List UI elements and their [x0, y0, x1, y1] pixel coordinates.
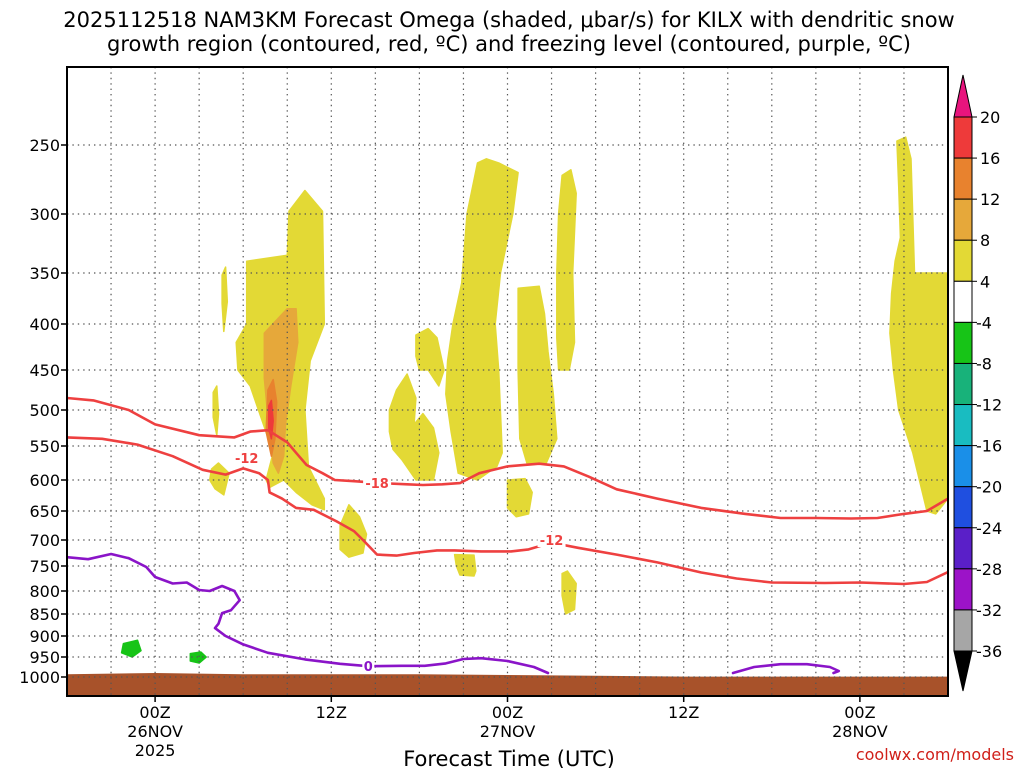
- omega-region: [221, 266, 229, 333]
- contour-label: 0: [364, 660, 373, 675]
- omega-region: [453, 553, 477, 577]
- colorbar-over-arrow: [953, 74, 973, 118]
- colorbar-label: -36: [976, 642, 1002, 661]
- x-tick-label: 28NOV: [832, 722, 888, 741]
- y-axis-ticks: 250 300 350 400 450 500 550 600 650 700 750 800 850 9…: [19, 136, 67, 687]
- contour-lines: [67, 396, 948, 675]
- x-tick-label: 26NOV: [127, 722, 183, 741]
- y-tick-label: 550: [29, 437, 60, 456]
- omega-region: [208, 462, 230, 496]
- omega-region: [267, 399, 274, 440]
- contour-label: -12: [540, 534, 564, 549]
- y-tick-label: 600: [29, 471, 60, 490]
- y-tick-label: 850: [29, 605, 60, 624]
- colorbar-bin: [953, 445, 973, 488]
- colorbar-bin: [953, 609, 973, 652]
- colorbar-label: -8: [976, 354, 992, 373]
- colorbar-label: -16: [976, 437, 1002, 456]
- contour-label-background: [537, 532, 566, 547]
- contour-label-background: [232, 450, 261, 466]
- colorbar-bin: [953, 157, 973, 200]
- x-tick-label: 00Z: [139, 703, 170, 722]
- colorbar-label: 4: [980, 272, 990, 291]
- contour-line: [67, 436, 948, 586]
- colorbar-label: 16: [980, 149, 1000, 168]
- omega-shading: [120, 136, 948, 664]
- x-axis-label: Forecast Time (UTC): [403, 747, 615, 768]
- y-tick-label: 300: [29, 205, 60, 224]
- y-tick-label: 650: [29, 502, 60, 521]
- y-tick-label: 450: [29, 361, 60, 380]
- x-tick-label: 12Z: [668, 703, 699, 722]
- omega-region: [189, 651, 207, 664]
- contour-line: [67, 552, 550, 675]
- contour-labels: -12 -12 -18 0: [232, 450, 566, 675]
- y-tick-label: 900: [29, 627, 60, 646]
- contour-line: [731, 662, 841, 675]
- omega-region: [556, 169, 577, 371]
- omega-region: [212, 385, 220, 436]
- y-tick-label: 800: [29, 582, 60, 601]
- omega-region: [517, 285, 558, 464]
- omega-region: [415, 327, 445, 387]
- y-tick-label: 250: [29, 136, 60, 155]
- colorbar-label: -24: [976, 519, 1002, 538]
- omega-region: [388, 373, 440, 481]
- colorbar-label: -12: [976, 396, 1002, 415]
- chart-title-line-2: growth region (contoured, red, ºC) and f…: [107, 32, 911, 56]
- y-tick-label: 500: [29, 401, 60, 420]
- colorbar-bin: [953, 568, 973, 611]
- grid-lines: [67, 67, 948, 696]
- x-tick-label: 27NOV: [480, 722, 536, 741]
- terrain-layer: [67, 673, 948, 696]
- omega-region: [506, 477, 533, 518]
- contour-label-background: [363, 475, 392, 491]
- colorbar-bin: [953, 486, 973, 529]
- contour-label-background: [362, 658, 375, 674]
- colorbar-bin: [953, 362, 973, 406]
- omega-region: [889, 136, 948, 515]
- colorbar-bin: [953, 198, 973, 241]
- y-tick-label: 950: [29, 648, 60, 667]
- credit-text: coolwx.com/models: [856, 745, 1014, 764]
- colorbar-bin: [953, 404, 973, 447]
- contour-label: -12: [235, 452, 259, 467]
- contour-label: -18: [365, 477, 389, 492]
- omega-region: [120, 639, 142, 658]
- colorbar-label: -20: [976, 478, 1002, 497]
- colorbar-label: -4: [976, 313, 992, 332]
- y-tick-label: 1000: [19, 668, 60, 687]
- terrain: [67, 673, 948, 696]
- x-tick-label: 2025: [135, 741, 176, 760]
- colorbar-bin: [953, 527, 973, 570]
- colorbar-label: 8: [980, 231, 990, 250]
- y-tick-label: 700: [29, 531, 60, 550]
- colorbar-bin: [953, 280, 973, 323]
- colorbar-bin: [953, 321, 973, 364]
- chart-title-line-1: 2025112518 NAM3KM Forecast Omega (shaded…: [63, 8, 954, 32]
- x-tick-label: 00Z: [492, 703, 523, 722]
- y-tick-label: 750: [29, 557, 60, 576]
- colorbar-label: 12: [980, 190, 1000, 209]
- colorbar-bin: [953, 116, 973, 159]
- omega-region: [445, 158, 519, 481]
- colorbar: 20 16 12 8 4 -4 -8 -12 -16 -20 -24 -28 -32 -36: [953, 74, 1002, 692]
- colorbar-bin: [953, 239, 973, 282]
- omega-region: [561, 570, 577, 615]
- plot-area: [67, 67, 948, 696]
- colorbar-label: -28: [976, 560, 1002, 579]
- y-tick-label: 400: [29, 315, 60, 334]
- colorbar-under-arrow: [953, 650, 973, 692]
- y-tick-label: 350: [29, 264, 60, 283]
- colorbar-label: 20: [980, 108, 1000, 127]
- colorbar-label: -32: [976, 601, 1002, 620]
- x-tick-label: 00Z: [844, 703, 875, 722]
- contour-line: [67, 396, 948, 520]
- x-tick-label: 12Z: [316, 703, 347, 722]
